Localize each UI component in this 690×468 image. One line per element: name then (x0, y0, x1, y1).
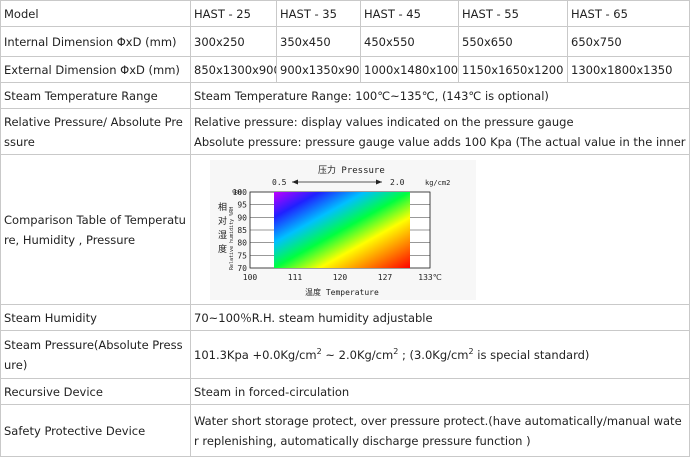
external-4: 1150x1650x1200 (458, 56, 568, 83)
y-tick-label: 100 (233, 188, 248, 197)
sp-sup2: 2 (393, 346, 399, 356)
pressure-min: 0.5 (272, 178, 287, 187)
humidity-value: 70~100％R.H. steam humidity adjustable (190, 304, 690, 331)
internal-3: 450x550 (360, 26, 459, 57)
label-humidity: Steam Humidity (0, 304, 191, 331)
row-comparison: Comparison Table of Temperature, Humidit… (0, 154, 690, 305)
sp-part1: 101.3Kpa +0.0Kg/cm (194, 347, 317, 362)
y-tick-label: 85 (237, 226, 247, 235)
y-label-char: 度 (218, 243, 227, 255)
pressure-value: Relative pressure: display values indica… (190, 108, 690, 155)
y-tick-label: 75 (237, 251, 247, 260)
label-internal: Internal Dimension ΦxD (mm) (0, 26, 191, 57)
external-2: 900x1350x900 (276, 56, 361, 83)
pressure-arrow-left (292, 179, 298, 184)
row-humidity: Steam Humidity 70~100％R.H. steam humidit… (0, 304, 690, 331)
row-pressure: Relative Pressure/ Absolute Pressure Rel… (0, 108, 690, 155)
row-external: External Dimension ΦxD (mm) 850x1300x900… (0, 56, 690, 83)
spec-table: Model HAST - 25 HAST - 35 HAST - 45 HAST… (0, 0, 690, 457)
label-safety: Safety Protective Device (0, 404, 191, 457)
y-ticks: 100 95 90 85 80 75 70 (233, 188, 248, 273)
x-axis-label: 温度 Temperature (305, 287, 379, 297)
external-1: 850x1300x900 (190, 56, 277, 83)
model-4: HAST - 55 (458, 0, 568, 27)
pressure-max: 2.0 (390, 178, 405, 187)
x-tick-label: 100 (243, 273, 258, 282)
external-5: 1300x1800x1350 (567, 56, 690, 83)
chart-title: 压力 Pressure (318, 164, 385, 176)
label-pressure: Relative Pressure/ Absolute Pressure (0, 108, 191, 155)
steam-pressure-value: 101.3Kpa +0.0Kg/cm2 ~ 2.0Kg/cm2 ; (3.0Kg… (190, 330, 690, 379)
label-external: External Dimension ΦxD (mm) (0, 56, 191, 83)
label-comparison: Comparison Table of Temperature, Humidit… (0, 154, 191, 305)
y-label-char: 对 (218, 215, 227, 227)
external-3: 1000x1480x1000 (360, 56, 459, 83)
model-1: HAST - 25 (190, 0, 277, 27)
label-recursive: Recursive Device (0, 378, 191, 405)
internal-5: 650x750 (567, 26, 690, 57)
recursive-value: Steam in forced-circulation (190, 378, 690, 405)
y-tick-label: 80 (237, 238, 247, 247)
y-axis-unit: %RH (232, 190, 241, 196)
x-ticks: 100 111 120 127 133℃ (243, 273, 442, 282)
relative-pressure-text: Relative pressure: display values indica… (194, 114, 574, 129)
label-steam-temperature: Steam Temperature Range (0, 82, 191, 109)
sp-part2: ~ 2.0Kg/cm (321, 347, 394, 362)
model-2: HAST - 35 (276, 0, 361, 27)
absolute-pressure-text: Absolute pressure: pressure gauge value … (194, 134, 690, 149)
row-recursive: Recursive Device Steam in forced-circula… (0, 378, 690, 405)
model-3: HAST - 45 (360, 0, 459, 27)
x-tick-label: 127 (378, 273, 393, 282)
sp-sup3: 2 (468, 346, 474, 356)
sp-part3: ; (3.0Kg/cm (398, 347, 469, 362)
model-5: HAST - 65 (567, 0, 690, 27)
row-safety: Safety Protective Device Water short sto… (0, 404, 690, 457)
internal-2: 350x450 (276, 26, 361, 57)
pressure-unit: kg/cm2 (425, 179, 450, 187)
steam-temperature-value: Steam Temperature Range: 100℃~135℃, (143… (190, 82, 690, 109)
pressure-arrow-right (376, 179, 382, 184)
x-tick-label: 120 (333, 273, 348, 282)
row-steam-temperature: Steam Temperature Range Steam Temperatur… (0, 82, 690, 109)
y-tick-label: 70 (237, 264, 247, 273)
internal-1: 300x250 (190, 26, 277, 57)
y-axis-en-label: Relative humidity %RH (229, 206, 235, 269)
x-tick-label: 111 (288, 273, 303, 282)
y-label-char: 湿 (218, 230, 227, 241)
y-tick-label: 95 (237, 200, 247, 209)
y-label-char: 相 (218, 201, 227, 213)
row-steam-pressure: Steam Pressure(Absolute Pressure) 101.3K… (0, 330, 690, 379)
label-steam-pressure: Steam Pressure(Absolute Pressure) (0, 330, 191, 379)
safety-value: Water short storage protect, over pressu… (190, 404, 690, 457)
x-tick-label: 133℃ (418, 273, 441, 282)
label-model: Model (0, 0, 191, 27)
sp-sup1: 2 (316, 346, 322, 356)
y-tick-label: 90 (237, 213, 247, 222)
row-model: Model HAST - 25 HAST - 35 HAST - 45 HAST… (0, 0, 690, 27)
internal-4: 550x650 (458, 26, 568, 57)
sp-part4: is special standard) (473, 347, 590, 362)
row-internal: Internal Dimension ΦxD (mm) 300x250 350x… (0, 26, 690, 57)
comparison-chart-cell: 压力 Pressure 0.5 2.0 kg/cm2 相对湿度 Relative… (190, 154, 690, 305)
heatmap-area (274, 191, 410, 268)
